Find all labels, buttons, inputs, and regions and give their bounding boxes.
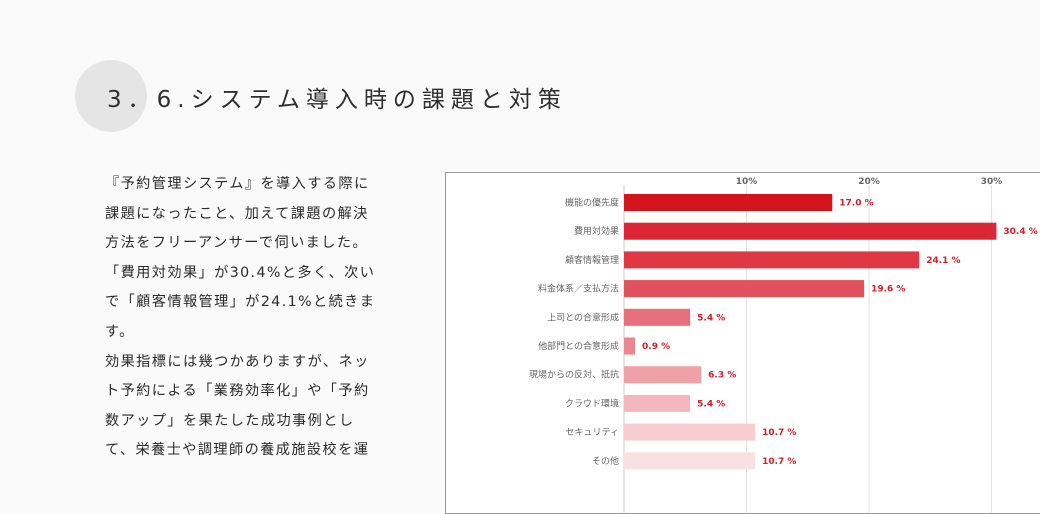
bar bbox=[624, 452, 756, 470]
category-label: 費用対効果 bbox=[574, 225, 619, 237]
data-label: 10.7 % bbox=[762, 457, 796, 467]
body-line: 「費用対効果」が30.4%と多く、次い bbox=[105, 264, 376, 281]
category-label: 機能の優先度 bbox=[565, 197, 619, 209]
x-tick-label: 30% bbox=[981, 177, 1003, 187]
section-title: 3．6.システム導入時の課題と対策 bbox=[107, 87, 567, 113]
bar bbox=[624, 222, 997, 240]
body-line: 課題になったこと、加えて課題の解決 bbox=[105, 205, 369, 222]
data-label: 0.9 % bbox=[642, 342, 670, 352]
bar bbox=[624, 194, 833, 211]
bar bbox=[624, 308, 691, 326]
bar bbox=[624, 394, 691, 412]
bar bbox=[624, 423, 756, 441]
category-label: 現場からの反対、抵抗 bbox=[529, 369, 619, 381]
body-line: て、栄養士や調理師の養成施設校を運 bbox=[105, 442, 370, 459]
bar-chart: 10% 20% 30% 機能の優先度 17.0 % 費用対効果 30.4 % 顧客情報管理 24… bbox=[445, 172, 1040, 514]
body-line: 『予約管理システム』を導入する際に bbox=[105, 176, 370, 192]
body-line: す。 bbox=[105, 323, 135, 340]
section-number-circle bbox=[75, 60, 147, 132]
bar bbox=[624, 366, 702, 384]
data-label: 24.1 % bbox=[926, 256, 960, 266]
category-label: 顧客情報管理 bbox=[565, 254, 619, 266]
data-label: 10.7 % bbox=[762, 428, 796, 438]
bar bbox=[624, 337, 636, 355]
data-label: 6.3 % bbox=[708, 371, 736, 381]
category-label: 他部門との合意形成 bbox=[538, 340, 619, 352]
body-text: 『予約管理システム』を導入する際に 課題になったこと、加えて課題の解決 方法をフ… bbox=[105, 170, 405, 466]
data-label: 17.0 % bbox=[839, 199, 873, 209]
data-label: 30.4 % bbox=[1003, 227, 1037, 237]
category-label: セキュリティ bbox=[566, 427, 619, 438]
bar bbox=[624, 280, 865, 298]
x-tick-label: 20% bbox=[858, 177, 880, 187]
category-label: クラウド環境 bbox=[565, 397, 619, 409]
body-line: で「顧客情報管理」が24.1%と続きま bbox=[105, 294, 376, 311]
bar bbox=[624, 251, 920, 269]
category-label: 料金体系／支払方法 bbox=[538, 283, 619, 295]
data-label: 5.4 % bbox=[697, 313, 725, 323]
data-label: 19.6 % bbox=[871, 285, 905, 295]
category-label: その他 bbox=[592, 455, 619, 467]
data-label: 5.4 % bbox=[697, 399, 725, 409]
body-line: ト予約による「業務効率化」や「予約 bbox=[105, 383, 370, 400]
category-label: 上司との合意形成 bbox=[547, 311, 619, 323]
body-line: 方法をフリーアンサーで伺いました。 bbox=[105, 235, 369, 252]
body-line: 数アップ」を果たした成功事例とし bbox=[105, 412, 355, 429]
x-tick-label: 10% bbox=[736, 177, 758, 187]
body-line: 効果指標には幾つかありますが、ネッ bbox=[105, 353, 370, 370]
chart-svg: 10% 20% 30% 機能の優先度 17.0 % 費用対効果 30.4 % 顧客情報管理 24… bbox=[529, 177, 1038, 513]
